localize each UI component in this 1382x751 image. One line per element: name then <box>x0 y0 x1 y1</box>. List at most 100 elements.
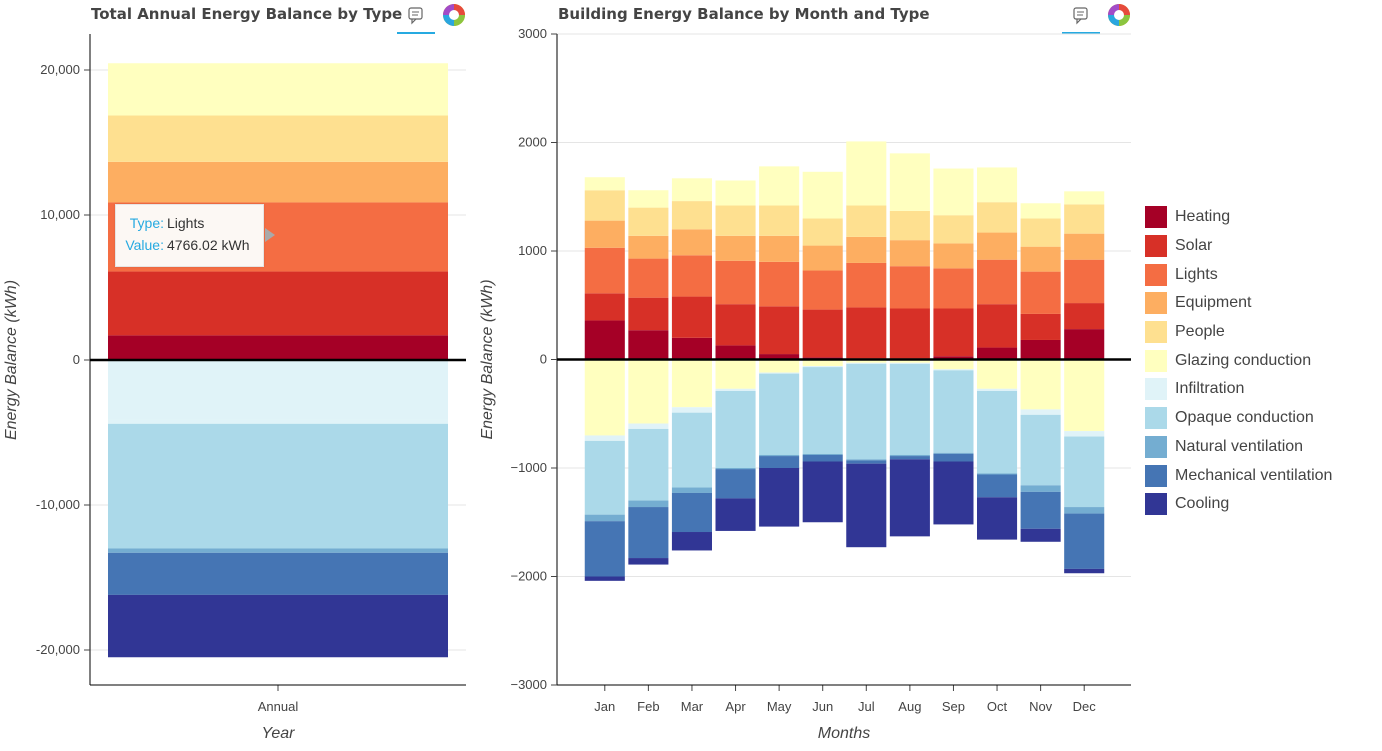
bar-glazing-conduction-feb <box>628 359 669 424</box>
tooltip-type-value: Lights <box>167 215 205 231</box>
bar-solar-feb <box>628 297 669 331</box>
bar-glazing-conduction-apr <box>715 359 756 389</box>
bar-people-annual <box>108 115 448 162</box>
legend-item-infiltration[interactable]: Infiltration <box>1145 375 1332 404</box>
bar-lights-dec <box>1064 259 1105 304</box>
bar-solar-aug <box>889 308 930 359</box>
y-tick-label: −1000 <box>510 460 547 475</box>
legend-item-heating[interactable]: Heating <box>1145 203 1332 232</box>
bar-infiltration-dec <box>1064 431 1105 437</box>
bar-lights-apr <box>715 260 756 305</box>
bar-infiltration-may <box>759 372 800 374</box>
y-tick-label: 3000 <box>518 26 547 41</box>
legend-item-natural-ventilation[interactable]: Natural ventilation <box>1145 433 1332 462</box>
legend-label: Lights <box>1175 265 1218 283</box>
bar-cooling-jul <box>846 463 887 548</box>
active-tool-indicator <box>1062 32 1100 34</box>
bar-mechanical-ventilation-dec <box>1064 513 1105 569</box>
bar-solar-dec <box>1064 303 1105 330</box>
bar-infiltration-annual <box>108 419 448 424</box>
bar-equipment-oct <box>977 232 1018 260</box>
bar-natural-ventilation-jun <box>802 453 843 455</box>
bar-glazing-conduction-aug <box>889 153 930 211</box>
legend-label: Opaque conduction <box>1175 409 1314 427</box>
tooltip-arrow <box>265 228 275 242</box>
bar-opaque-conduction-jul <box>846 363 887 460</box>
bar-glazing-conduction-jun <box>802 359 843 367</box>
legend-item-equipment[interactable]: Equipment <box>1145 289 1332 318</box>
annual-balance-chart: Annual 20,000 10,000 0 -10,000 -20,000 Year Ene… <box>3 34 466 742</box>
bar-glazing-conduction-jul <box>846 359 887 363</box>
bar-natural-ventilation-oct <box>977 473 1018 475</box>
bar-opaque-conduction-sep <box>933 370 974 453</box>
bar-cooling-jan <box>584 576 625 581</box>
bar-infiltration-jul <box>846 362 887 364</box>
bar-cooling-aug <box>889 459 930 537</box>
bar-equipment-sep <box>933 243 974 269</box>
bar-mechanical-ventilation-nov <box>1020 491 1061 529</box>
legend-item-opaque-conduction[interactable]: Opaque conduction <box>1145 404 1332 433</box>
bar-cooling-jun <box>802 461 843 523</box>
bar-natural-ventilation-aug <box>889 454 930 457</box>
x-tick-label: May <box>767 699 792 714</box>
hover-tool-button[interactable] <box>1062 2 1100 34</box>
legend-item-solar[interactable]: Solar <box>1145 232 1332 261</box>
bar-solar-may <box>759 306 800 355</box>
bar-heating-jan <box>584 320 625 360</box>
bar-opaque-conduction-mar <box>671 412 712 488</box>
bar-natural-ventilation-apr <box>715 468 756 470</box>
bar-opaque-conduction-dec <box>1064 436 1105 508</box>
hover-tool-button[interactable] <box>397 2 435 34</box>
bar-glazing-conduction-dec <box>1064 359 1105 432</box>
legend-swatch <box>1145 349 1167 372</box>
bar-natural-ventilation-mar <box>671 487 712 493</box>
bar-lights-nov <box>1020 271 1061 314</box>
bar-equipment-apr <box>715 235 756 261</box>
bar-infiltration-apr <box>715 388 756 391</box>
bar-glazing-conduction-jan <box>584 177 625 191</box>
legend-item-cooling[interactable]: Cooling <box>1145 490 1332 519</box>
bar-natural-ventilation-jan <box>584 514 625 522</box>
legend-item-lights[interactable]: Lights <box>1145 260 1332 289</box>
bar-heating-annual <box>108 335 448 360</box>
legend-label: Cooling <box>1175 495 1230 513</box>
bar-infiltration-feb <box>628 423 669 429</box>
bokeh-logo-button[interactable] <box>440 1 468 33</box>
bar-lights-sep <box>933 268 974 309</box>
bar-mechanical-ventilation-aug <box>889 456 930 460</box>
bar-mechanical-ventilation-apr <box>715 469 756 499</box>
bar-equipment-jan <box>584 220 625 248</box>
x-tick-label: Dec <box>1073 699 1097 714</box>
bar-cooling-apr <box>715 498 756 531</box>
bar-people-jan <box>584 190 625 221</box>
y-tick-label: 1000 <box>518 243 547 258</box>
bar-heating-may <box>759 354 800 360</box>
legend-label: Glazing conduction <box>1175 351 1312 369</box>
bar-opaque-conduction-nov <box>1020 414 1061 486</box>
bar-natural-ventilation-sep <box>933 452 974 454</box>
bar-equipment-nov <box>1020 246 1061 272</box>
bar-people-jun <box>802 218 843 246</box>
bar-infiltration-oct <box>977 388 1018 391</box>
bar-people-feb <box>628 207 669 236</box>
legend-swatch <box>1145 235 1167 258</box>
bar-glazing-conduction-oct <box>977 167 1018 203</box>
bar-heating-nov <box>1020 339 1061 360</box>
bar-glazing-conduction-annual <box>108 63 448 116</box>
bar-people-nov <box>1020 218 1061 247</box>
y-tick-label: -20,000 <box>36 642 80 657</box>
bar-glazing-conduction-nov <box>1020 203 1061 219</box>
legend-item-mechanical-ventilation[interactable]: Mechanical ventilation <box>1145 461 1332 490</box>
bar-cooling-feb <box>628 558 669 565</box>
legend-item-people[interactable]: People <box>1145 318 1332 347</box>
bar-infiltration-aug <box>889 362 930 364</box>
legend-item-glazing-conduction[interactable]: Glazing conduction <box>1145 346 1332 375</box>
bar-solar-jun <box>802 309 843 358</box>
legend-swatch <box>1145 407 1167 430</box>
bokeh-logo-button[interactable] <box>1105 1 1133 33</box>
bar-people-apr <box>715 205 756 236</box>
chart-title-annual: Total Annual Energy Balance by Type <box>91 5 403 23</box>
y-tick-label: 2000 <box>518 135 547 150</box>
bar-mechanical-ventilation-jun <box>802 454 843 462</box>
bar-mechanical-ventilation-jan <box>584 521 625 577</box>
